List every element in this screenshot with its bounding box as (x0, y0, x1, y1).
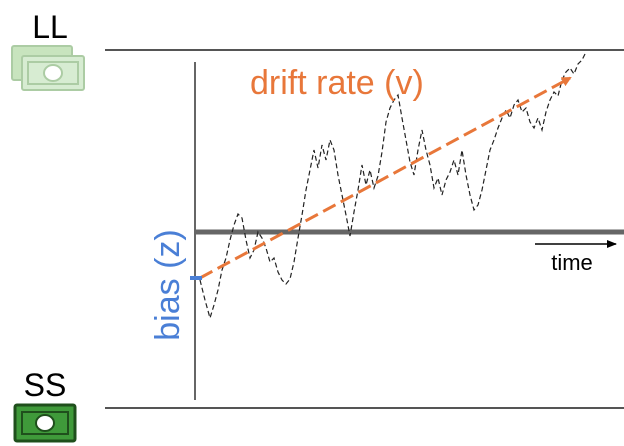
ll-money-icon (11, 45, 85, 91)
drift-label: drift rate (v) (250, 64, 424, 102)
lower-option-label: SS (24, 367, 67, 403)
drift-arrow (199, 76, 572, 280)
bias-label: bias (z) (149, 229, 187, 340)
evidence-path (199, 51, 587, 321)
ss-money-icon (13, 403, 77, 443)
upper-option-label: LL (32, 9, 68, 45)
time-label: time (551, 250, 593, 275)
